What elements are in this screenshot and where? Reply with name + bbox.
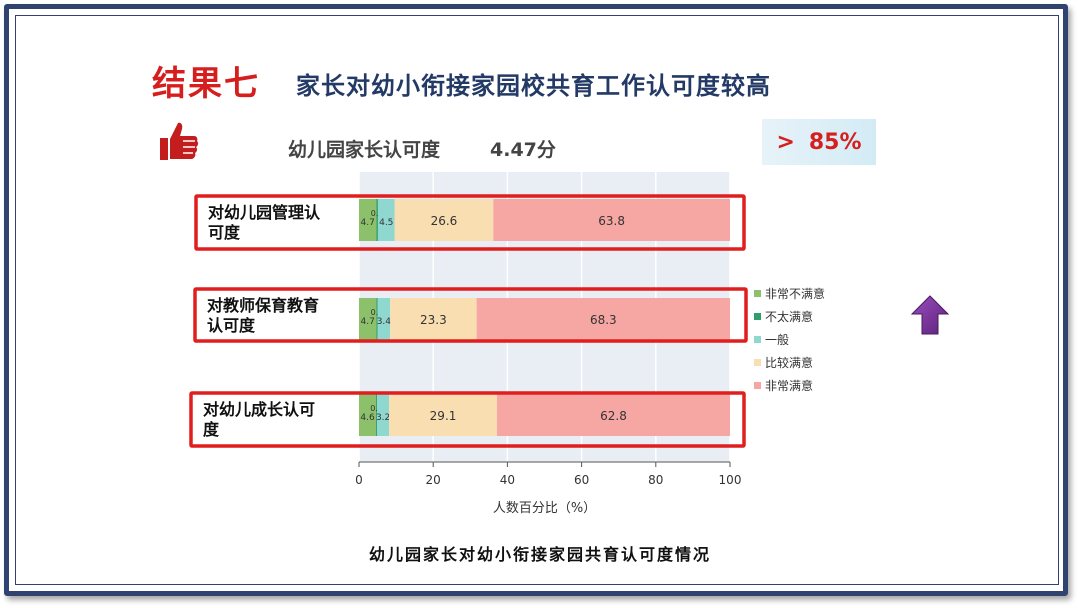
data-label-0-0: 4.7 (361, 218, 375, 228)
bar-segment-1-2 (377, 298, 391, 340)
x-tick-label-0: 0 (355, 473, 363, 487)
legend-swatch-0 (754, 290, 761, 297)
data-label-0-1: 0.4 (371, 209, 384, 218)
bar-segment-2-2 (377, 394, 390, 436)
x-tick-label-2: 40 (500, 473, 515, 487)
score-value: 4.47分 (490, 139, 556, 161)
data-label-2-1: 0.3 (370, 404, 383, 413)
inner-frame (15, 15, 1059, 585)
data-label-1-2: 3.4 (377, 317, 392, 327)
data-label-0-2: 4.5 (379, 218, 393, 228)
score-label: 幼儿园家长认可度 (288, 139, 441, 161)
bar-segment-1-3 (390, 298, 477, 340)
arrow-up-icon (910, 295, 950, 335)
bar-segment-0-4 (493, 199, 730, 241)
result-subtitle: 家长对幼小衔接家园校共育工作认可度较高 (296, 72, 771, 100)
bar-segment-0-2 (377, 199, 395, 241)
legend-swatch-3 (754, 359, 761, 366)
greater-than-sign: > (776, 129, 795, 155)
legend-label-1: 不太满意 (765, 309, 813, 324)
data-label-2-2: 3.2 (376, 413, 390, 423)
legend-label-0: 非常不满意 (765, 286, 825, 301)
category-label-2-1: 度 (203, 420, 220, 439)
category-label-0-1: 可度 (208, 223, 241, 242)
data-label-0-3: 26.6 (431, 214, 458, 228)
legend-swatch-4 (754, 382, 761, 389)
percent-badge: > 85% (762, 119, 876, 165)
highlight-box-1 (193, 287, 748, 343)
data-label-1-3: 23.3 (420, 313, 447, 327)
bar-segment-2-0 (359, 394, 377, 436)
outer-frame (4, 4, 1068, 596)
bar-segment-0-0 (359, 199, 377, 241)
bar-segment-2-3 (389, 394, 498, 436)
bar-segment-0-3 (394, 199, 494, 241)
data-label-0-4: 63.8 (598, 214, 625, 228)
legend-label-2: 一般 (765, 332, 789, 347)
badge-percent: 85% (808, 129, 862, 155)
category-label-2-0: 对幼儿成长认可 (203, 400, 315, 419)
data-label-1-0: 4.7 (361, 317, 375, 327)
legend-label-4: 非常满意 (765, 378, 813, 393)
highlight-box-0 (194, 194, 746, 251)
x-axis-label: 人数百分比（%） (493, 501, 596, 516)
x-tick-label-3: 60 (574, 473, 589, 487)
bar-segment-1-1 (376, 298, 378, 340)
data-label-1-1: 0.3 (371, 308, 384, 317)
data-label-1-4: 68.3 (590, 313, 617, 327)
category-label-1-1: 认可度 (207, 316, 256, 335)
x-tick-label-5: 100 (719, 473, 742, 487)
bar-segment-2-1 (376, 394, 378, 436)
x-tick-label-1: 20 (426, 473, 441, 487)
bar-segment-1-0 (359, 298, 377, 340)
data-label-2-3: 29.1 (430, 409, 457, 423)
highlight-box-2 (189, 391, 746, 448)
data-label-2-0: 4.6 (360, 413, 375, 423)
bar-segment-2-4 (497, 394, 730, 436)
x-tick-label-4: 80 (648, 473, 663, 487)
category-label-1-0: 对教师保育教育 (207, 296, 319, 315)
category-label-0-0: 对幼儿园管理认 (208, 203, 321, 222)
chart-caption: 幼儿园家长对幼小衔接家园共育认可度情况 (368, 545, 711, 564)
thumbs-up-icon (160, 122, 199, 160)
result-title: 结果七 (152, 64, 260, 104)
bar-segment-0-1 (376, 199, 378, 241)
bar-segment-1-4 (476, 298, 730, 340)
legend-swatch-1 (754, 313, 761, 320)
legend-swatch-2 (754, 336, 761, 343)
data-label-2-4: 62.8 (600, 409, 627, 423)
legend-label-3: 比较满意 (765, 355, 813, 370)
